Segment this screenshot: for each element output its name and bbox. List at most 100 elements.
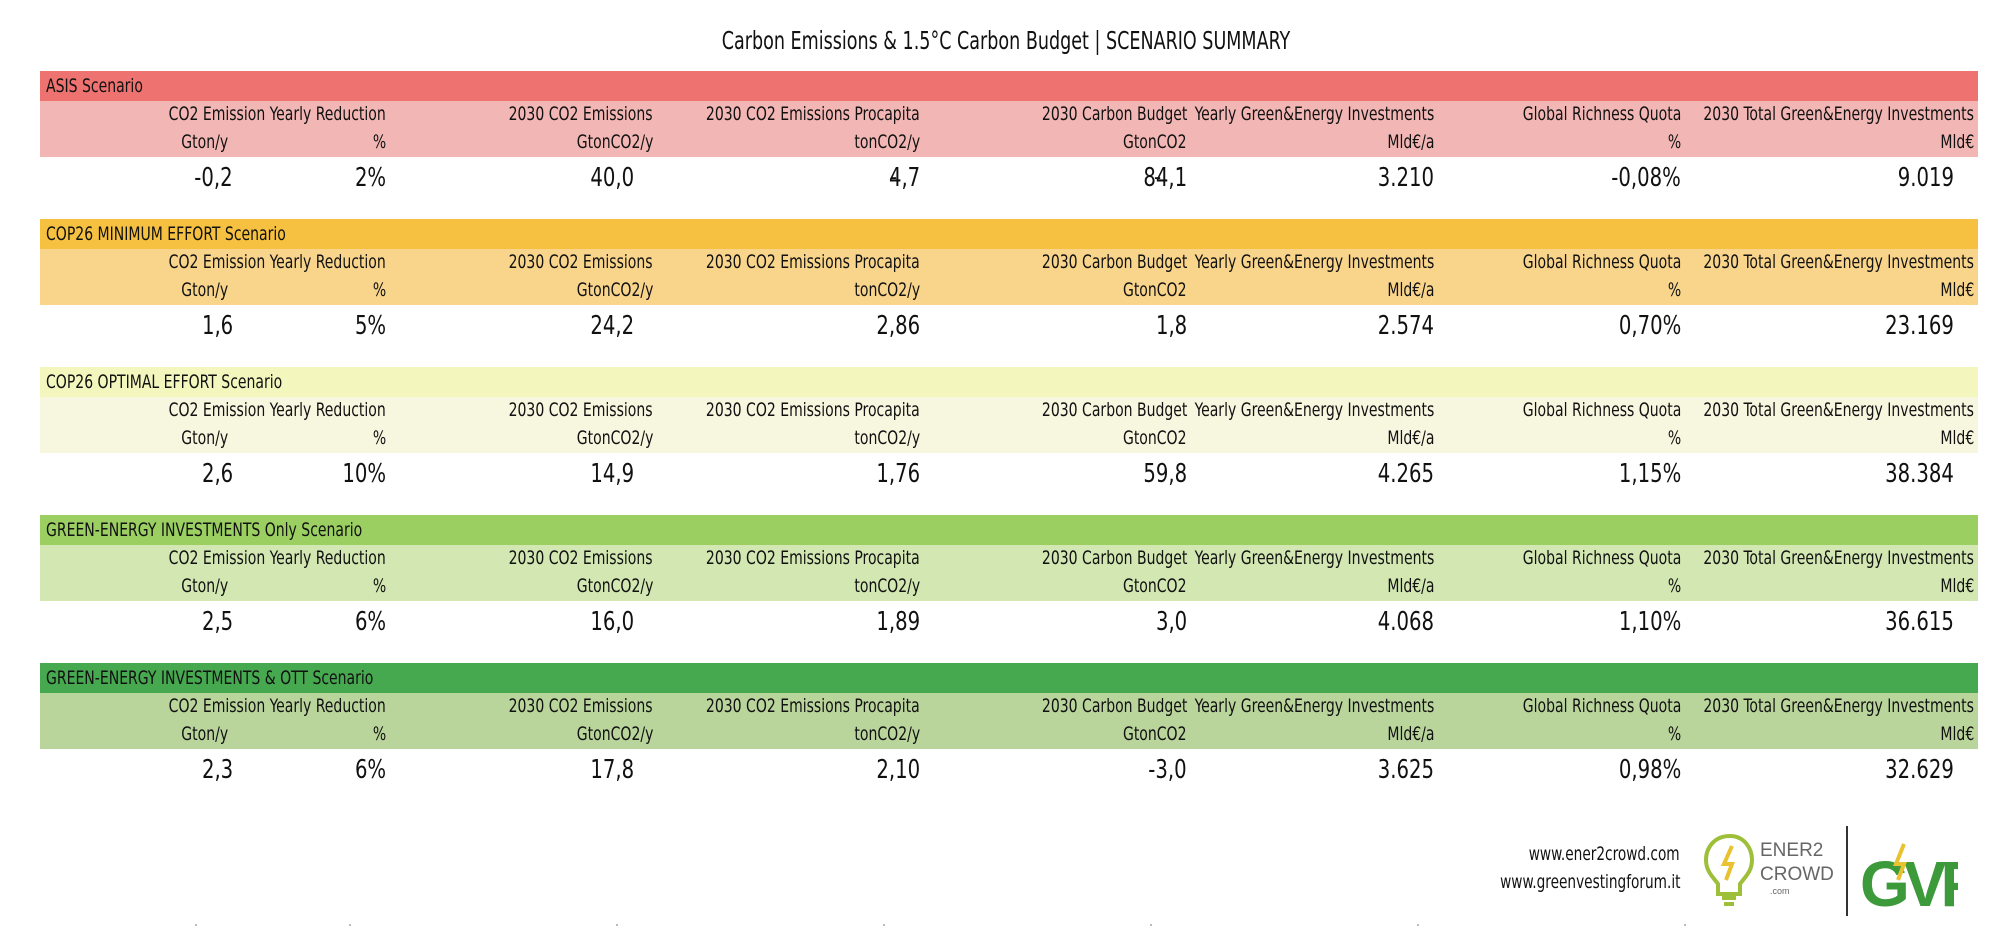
value-total-investments: 32.629 xyxy=(1885,755,1954,785)
header-richness-quota-unit: % xyxy=(1667,131,1681,153)
header-2030-emissions-unit: GtonCO2/y xyxy=(576,723,653,745)
header-richness-quota: Global Richness Quota xyxy=(1522,547,1681,569)
header-yearly-reduction: CO2 Emission Yearly Reduction xyxy=(168,399,386,421)
logo-word-2: CROWD xyxy=(1760,864,1834,885)
header-2030-emissions-unit: GtonCO2/y xyxy=(576,575,653,597)
value-procapita: 4,7 xyxy=(888,163,920,193)
scenario-header-row: CO2 Emission Yearly Reduction Gton/y % 2… xyxy=(40,545,1978,601)
header-yearly-investments-unit: Mld€/a xyxy=(1386,575,1434,597)
header-procapita: 2030 CO2 Emissions Procapita xyxy=(706,399,920,421)
header-richness-quota-unit: % xyxy=(1667,427,1681,449)
header-carbon-budget: 2030 Carbon Budget xyxy=(1041,251,1187,273)
header-total-investments-unit: Mld€ xyxy=(1940,575,1974,597)
value-pct: 5% xyxy=(354,311,386,341)
header-pct-unit: % xyxy=(372,131,386,153)
scenario-values-row: 2,3 6% 17,8 2,10 -3,0 3.625 0,98% 32.629 xyxy=(40,749,1978,789)
scenario-block: ASIS Scenario CO2 Emission Yearly Reduct… xyxy=(40,71,1978,197)
value-2030-emissions: 14,9 xyxy=(590,459,634,489)
scenario-title-band: GREEN-ENERGY INVESTMENTS & OTT Scenario xyxy=(40,663,1978,693)
header-yearly-investments-unit: Mld€/a xyxy=(1386,723,1434,745)
value-pct: 2% xyxy=(354,163,386,193)
value-total-investments: 9.019 xyxy=(1897,163,1954,193)
value-total-investments: 38.384 xyxy=(1885,459,1954,489)
header-2030-emissions: 2030 CO2 Emissions xyxy=(509,399,653,421)
header-carbon-budget: 2030 Carbon Budget xyxy=(1041,103,1187,125)
header-yearly-investments: Yearly Green&Energy Investments xyxy=(1194,695,1434,717)
header-yearly-investments: Yearly Green&Energy Investments xyxy=(1194,547,1434,569)
scenario-name: GREEN-ENERGY INVESTMENTS & OTT Scenario xyxy=(46,667,374,689)
header-total-investments: 2030 Total Green&Energy Investments xyxy=(1703,103,1974,125)
header-yearly-investments: Yearly Green&Energy Investments xyxy=(1194,399,1434,421)
value-carbon-budget: -3,0 xyxy=(1148,755,1187,785)
header-richness-quota: Global Richness Quota xyxy=(1522,695,1681,717)
header-carbon-budget: 2030 Carbon Budget xyxy=(1041,547,1187,569)
logo-divider xyxy=(1846,826,1848,916)
header-2030-emissions: 2030 CO2 Emissions xyxy=(509,103,653,125)
header-yearly-investments: Yearly Green&Energy Investments xyxy=(1194,251,1434,273)
header-procapita-unit: tonCO2/y xyxy=(854,279,920,301)
header-total-investments: 2030 Total Green&Energy Investments xyxy=(1703,251,1974,273)
header-total-investments-unit: Mld€ xyxy=(1940,131,1974,153)
value-carbon-budget: 59,8 xyxy=(1143,459,1187,489)
header-richness-quota: Global Richness Quota xyxy=(1522,251,1681,273)
header-total-investments: 2030 Total Green&Energy Investments xyxy=(1703,399,1974,421)
value-carbon-budget: 1,8 xyxy=(1155,311,1187,341)
header-procapita-unit: tonCO2/y xyxy=(854,131,920,153)
scenario-title-band: GREEN-ENERGY INVESTMENTS Only Scenario xyxy=(40,515,1978,545)
header-yearly-investments-unit: Mld€/a xyxy=(1386,279,1434,301)
value-carbon-budget: 84,1 xyxy=(1143,163,1187,193)
header-carbon-budget: 2030 Carbon Budget xyxy=(1041,399,1187,421)
value-2030-emissions: 40,0 xyxy=(590,163,634,193)
value-pct: 6% xyxy=(354,755,386,785)
header-yearly-reduction: CO2 Emission Yearly Reduction xyxy=(168,251,386,273)
gvf-logo: GVF xyxy=(1860,843,1958,916)
header-total-investments-unit: Mld€ xyxy=(1940,279,1974,301)
logo-word-3: .com xyxy=(1770,886,1790,896)
bolt-icon xyxy=(1893,843,1907,881)
value-pct: 6% xyxy=(354,607,386,637)
value-gton: 2,6 xyxy=(201,459,233,489)
value-2030-emissions: 16,0 xyxy=(590,607,634,637)
value-2030-emissions: 17,8 xyxy=(590,755,634,785)
value-gton: 2,5 xyxy=(201,607,233,637)
header-procapita: 2030 CO2 Emissions Procapita xyxy=(706,103,920,125)
header-total-investments-unit: Mld€ xyxy=(1940,723,1974,745)
value-gton: 2,3 xyxy=(201,755,233,785)
lightbulb-icon xyxy=(1703,833,1755,906)
link-ener2crowd[interactable]: www.ener2crowd.com xyxy=(1529,843,1680,865)
scenario-title-band: ASIS Scenario xyxy=(40,71,1978,101)
scenario-values-row: 1,6 5% 24,2 2,86 1,8 2.574 0,70% 23.169 xyxy=(40,305,1978,345)
gvf-logo-text: GVF xyxy=(1860,848,1958,916)
header-yearly-reduction: CO2 Emission Yearly Reduction xyxy=(168,695,386,717)
scenario-name: ASIS Scenario xyxy=(46,75,143,97)
value-yearly-investments: 4.265 xyxy=(1377,459,1434,489)
header-procapita-unit: tonCO2/y xyxy=(854,575,920,597)
value-procapita: 1,89 xyxy=(876,607,920,637)
header-2030-emissions: 2030 CO2 Emissions xyxy=(509,547,653,569)
page-title: Carbon Emissions & 1.5°C Carbon Budget |… xyxy=(721,26,1291,55)
header-2030-emissions-unit: GtonCO2/y xyxy=(576,131,653,153)
header-richness-quota: Global Richness Quota xyxy=(1522,103,1681,125)
scenario-block: GREEN-ENERGY INVESTMENTS & OTT Scenario … xyxy=(40,663,1978,789)
header-gton-unit: Gton/y xyxy=(181,427,228,449)
scenario-block: GREEN-ENERGY INVESTMENTS Only Scenario C… xyxy=(40,515,1978,641)
value-richness-quota: 0,70% xyxy=(1618,311,1681,341)
value-richness-quota: 0,98% xyxy=(1618,755,1681,785)
value-yearly-investments: 3.210 xyxy=(1377,163,1434,193)
header-carbon-budget-unit: GtonCO2 xyxy=(1123,131,1187,153)
header-yearly-investments-unit: Mld€/a xyxy=(1386,427,1434,449)
header-2030-emissions-unit: GtonCO2/y xyxy=(576,427,653,449)
header-richness-quota-unit: % xyxy=(1667,723,1681,745)
value-pct: 10% xyxy=(342,459,386,489)
header-yearly-reduction: CO2 Emission Yearly Reduction xyxy=(168,103,386,125)
header-pct-unit: % xyxy=(372,279,386,301)
value-procapita: 1,76 xyxy=(876,459,920,489)
link-greenvestingforum[interactable]: www.greenvestingforum.it xyxy=(1499,871,1680,893)
scenario-block: COP26 MINIMUM EFFORT Scenario CO2 Emissi… xyxy=(40,219,1978,345)
scenario-block: COP26 OPTIMAL EFFORT Scenario CO2 Emissi… xyxy=(40,367,1978,493)
header-gton-unit: Gton/y xyxy=(181,575,228,597)
value-procapita: 2,86 xyxy=(876,311,920,341)
header-total-investments: 2030 Total Green&Energy Investments xyxy=(1703,695,1974,717)
header-procapita: 2030 CO2 Emissions Procapita xyxy=(706,251,920,273)
scenario-name: GREEN-ENERGY INVESTMENTS Only Scenario xyxy=(46,519,363,541)
